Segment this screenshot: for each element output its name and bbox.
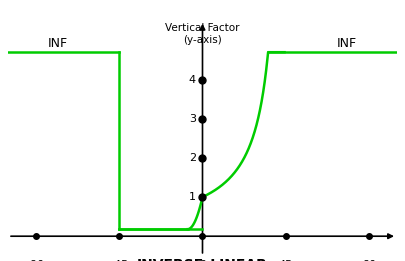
Text: INF: INF (48, 37, 68, 50)
Text: 4: 4 (189, 75, 196, 85)
Text: 3: 3 (189, 114, 196, 124)
Text: -45: -45 (110, 260, 128, 261)
Text: 1: 1 (189, 192, 196, 202)
Text: Vertical Factor
(y-axis): Vertical Factor (y-axis) (165, 23, 240, 45)
Text: INF: INF (337, 37, 357, 50)
Text: 0: 0 (199, 260, 206, 261)
Text: 45: 45 (279, 260, 293, 261)
Text: -90: -90 (27, 260, 45, 261)
Text: INVERSE_LINEAR: INVERSE_LINEAR (137, 258, 268, 261)
Text: 90: 90 (362, 260, 376, 261)
Text: 2: 2 (189, 153, 196, 163)
